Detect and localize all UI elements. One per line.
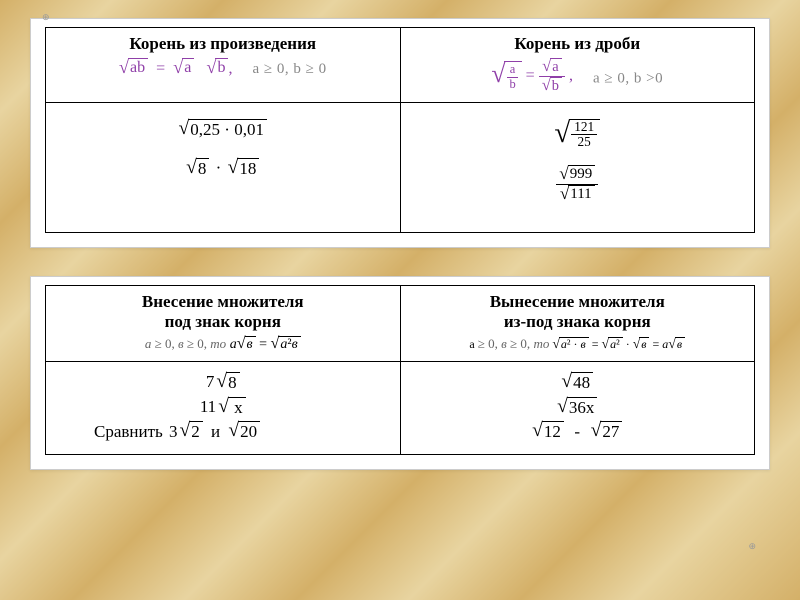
header-product: Корень из произведения (54, 34, 392, 54)
example-fraction-1: √12125 (409, 119, 747, 149)
cell-examples-fraction: √12125 √999 √111 (400, 103, 755, 233)
example-in-3: Сравнить 3√2 и √20 (54, 421, 392, 442)
header-fraction: Корень из дроби (409, 34, 747, 54)
example-out-1: √48 (409, 372, 747, 393)
cell-header-product: Корень из произведения √ab = √a √b, a ≥ … (46, 28, 401, 103)
example-out-3: √12 - √27 (409, 421, 747, 442)
cond-factor-out: ≥ 0, в ≥ 0, то (478, 336, 550, 351)
cond-factor-in: a ≥ 0, в ≥ 0, то (145, 336, 226, 351)
panel-roots-properties: Корень из произведения √ab = √a √b, a ≥ … (30, 18, 770, 248)
rule-factor-out: a ≥ 0, в ≥ 0, то √a² · в = √a² · √в = a√… (409, 336, 747, 352)
cell-header-factor-out: Вынесение множителя из-под знака корня a… (400, 286, 755, 362)
rule-factor-in: a ≥ 0, в ≥ 0, то a√в = √a²в (54, 336, 392, 353)
panel-factor-in-out: Внесение множителя под знак корня a ≥ 0,… (30, 276, 770, 470)
example-in-1: 7√8 (54, 372, 392, 393)
page-anchor-bottom: ⊕ (748, 541, 756, 552)
header-factor-in-l2: под знак корня (54, 312, 392, 332)
cell-examples-product: √0,25 · 0,01 √8 · √18 (46, 103, 401, 233)
table-row: Корень из произведения √ab = √a √b, a ≥ … (46, 28, 755, 103)
header-factor-in-l1: Внесение множителя (54, 292, 392, 312)
example-fraction-2: √999 √111 (409, 165, 747, 204)
cell-examples-factor-out: √48 √36x √12 - √27 (400, 362, 755, 455)
table-root-product-fraction: Корень из произведения √ab = √a √b, a ≥ … (45, 27, 755, 233)
compare-and: и (211, 422, 220, 442)
rule-fraction: √ab = √a √b , a ≥ 0, b >0 (409, 58, 747, 94)
example-product-2: √8 · √18 (54, 158, 392, 179)
cell-examples-factor-in: 7√8 11√ x Сравнить 3√2 и √20 (46, 362, 401, 455)
formula-product: √ab = √a √b, (119, 60, 237, 77)
table-factor: Внесение множителя под знак корня a ≥ 0,… (45, 285, 755, 455)
table-row: √0,25 · 0,01 √8 · √18 √12125 √999 √111 (46, 103, 755, 233)
table-row: Внесение множителя под знак корня a ≥ 0,… (46, 286, 755, 362)
page-anchor-top: ⊕ (42, 12, 50, 23)
example-product-1: √0,25 · 0,01 (54, 119, 392, 140)
rule-product: √ab = √a √b, a ≥ 0, b ≥ 0 (54, 58, 392, 78)
cond-product: a ≥ 0, b ≥ 0 (252, 61, 326, 77)
example-out-2: √36x (409, 397, 747, 418)
cell-header-factor-in: Внесение множителя под знак корня a ≥ 0,… (46, 286, 401, 362)
example-in-2: 11√ x (54, 397, 392, 418)
formula-fraction: √ab = √a √b , (491, 58, 573, 94)
formula-factor-in: a√в = √a²в (230, 337, 301, 352)
cond-fraction: a ≥ 0, b >0 (593, 70, 663, 86)
cell-header-fraction: Корень из дроби √ab = √a √b , a ≥ 0, b >… (400, 28, 755, 103)
header-factor-out-l1: Вынесение множителя (409, 292, 747, 312)
formula-factor-out: √a² · в = √a² · √в = a√в (552, 337, 685, 351)
header-factor-out-l2: из-под знака корня (409, 312, 747, 332)
table-row: 7√8 11√ x Сравнить 3√2 и √20 √48 √36x √1… (46, 362, 755, 455)
rule-prefix-a: a (469, 337, 474, 351)
compare-label: Сравнить (94, 422, 163, 442)
